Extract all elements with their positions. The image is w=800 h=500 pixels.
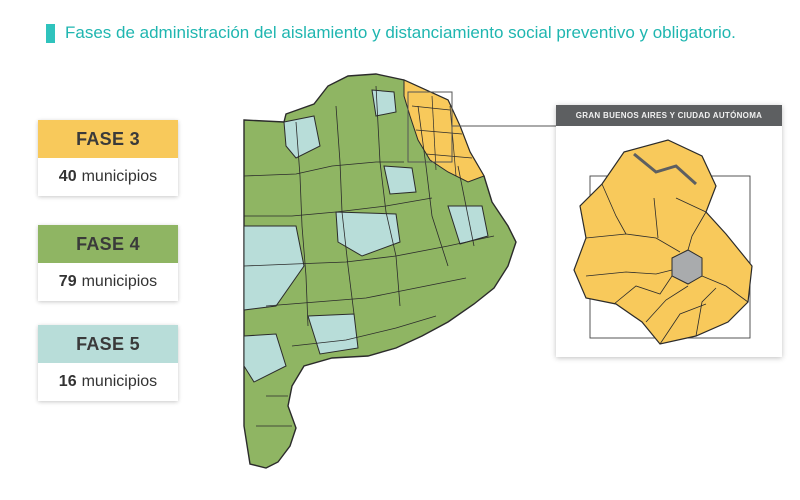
legend-count-value: 40 bbox=[58, 168, 77, 185]
page-title-bar: Fases de administración del aislamiento … bbox=[46, 22, 736, 44]
inset-title: GRAN BUENOS AIRES Y CIUDAD AUTÓNOMA bbox=[556, 105, 782, 126]
inset-card-gba: GRAN BUENOS AIRES Y CIUDAD AUTÓNOMA bbox=[556, 105, 782, 357]
legend-count-row: 40 municipios bbox=[38, 158, 178, 196]
river-line bbox=[633, 152, 698, 186]
fase-3-region bbox=[403, 79, 485, 183]
legend-count-unit: municipios bbox=[81, 273, 158, 290]
fase-5-region bbox=[283, 115, 321, 159]
legend-phase-label: FASE 4 bbox=[38, 225, 178, 263]
fase-5-region bbox=[307, 313, 359, 355]
fase-5-region bbox=[447, 205, 489, 245]
fase-3-borders bbox=[411, 95, 473, 177]
legend-count-row: 16 municipios bbox=[38, 363, 178, 401]
legend-count-value: 16 bbox=[58, 373, 77, 390]
legend-phase-label: FASE 5 bbox=[38, 325, 178, 363]
fase-5-region bbox=[383, 165, 417, 195]
title-accent-marker bbox=[46, 23, 55, 43]
fase-5-region bbox=[243, 225, 305, 311]
legend-count-unit: municipios bbox=[81, 373, 158, 390]
legend-card-fase-4: FASE 4 79 municipios bbox=[38, 225, 178, 301]
legend-count-row: 79 municipios bbox=[38, 263, 178, 301]
page-title: Fases de administración del aislamiento … bbox=[65, 23, 736, 42]
legend-count-unit: municipios bbox=[81, 168, 158, 185]
gba-partido-borders bbox=[585, 183, 749, 345]
province-map-svg bbox=[243, 73, 517, 469]
province-map bbox=[236, 66, 536, 476]
legend-count-value: 79 bbox=[58, 273, 77, 290]
inset-map-svg bbox=[573, 139, 753, 345]
legend-card-fase-5: FASE 5 16 municipios bbox=[38, 325, 178, 401]
legend-card-fase-3: FASE 3 40 municipios bbox=[38, 120, 178, 196]
fase-5-region bbox=[371, 89, 397, 117]
legend-phase-label: FASE 3 bbox=[38, 120, 178, 158]
partido-borders bbox=[243, 85, 495, 427]
fase-5-region bbox=[243, 333, 287, 383]
